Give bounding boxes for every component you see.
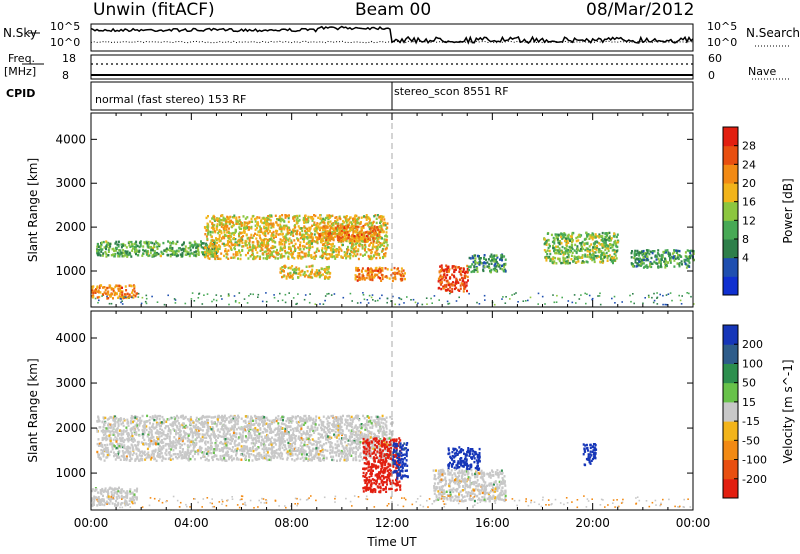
freq-tick-bottom: 8 — [62, 69, 69, 82]
velocity-echo-region-2 — [96, 414, 394, 462]
nsky-trace — [90, 25, 694, 45]
nave-tick-top: 60 — [708, 52, 722, 65]
velocity-colorbar-swatch-3 — [723, 421, 738, 441]
velocity-colorbar-swatch-5 — [723, 382, 738, 403]
power-colorbar-swatch-4 — [723, 201, 738, 221]
cpid-label: CPID — [6, 87, 36, 100]
velocity-colorbar-tick-1: 100 — [742, 357, 763, 370]
velocity-ground-scatter — [91, 495, 692, 509]
xtick-label-5: 20:00 — [575, 516, 610, 530]
velocity-colorbar-swatch-6 — [723, 363, 738, 384]
freq-label: Freq. — [8, 52, 36, 65]
power-colorbar-tick-4: 12 — [742, 214, 756, 227]
velocity-colorbar-swatch-2 — [723, 440, 738, 461]
freq-tick-top: 18 — [62, 52, 76, 65]
velocity-colorbar-tick-3: 15 — [742, 396, 756, 409]
freq-panel-frame — [90, 54, 694, 80]
velocity-echo-region-1 — [91, 486, 139, 507]
velocity-echo-region-4 — [392, 442, 409, 480]
xtick-label-0: 00:00 — [74, 516, 109, 530]
velocity-colorbar-label: Velocity [m s^-1] — [781, 359, 795, 463]
power-ylabel: Slant Range [km] — [26, 158, 40, 262]
nave-label: Nave — [748, 65, 777, 78]
xtick-label-3: 12:00 — [375, 516, 410, 530]
power-colorbar-swatch-8 — [723, 127, 738, 147]
velocity-colorbar-tick-2: 50 — [742, 377, 756, 390]
velocity-echo-region-7 — [432, 468, 507, 503]
velocity-echo-region-5 — [447, 446, 481, 471]
velocity-colorbar-swatch-1 — [723, 459, 738, 480]
xtick-label-4: 16:00 — [475, 516, 510, 530]
power-echo-region-4 — [316, 224, 381, 243]
velocity-ytick-label-1: 3000 — [55, 376, 86, 390]
velocity-colorbar-tick-6: -100 — [742, 454, 767, 467]
velocity-echo-region-6 — [582, 443, 598, 467]
power-colorbar-swatch-1 — [723, 257, 738, 277]
velocity-colorbar-swatch-0 — [723, 478, 738, 499]
power-colorbar-tick-1: 24 — [742, 158, 756, 171]
nave-tick-bottom: 0 — [708, 69, 715, 82]
nsearch-trace — [90, 40, 694, 44]
power-ytick-label-2: 2000 — [55, 220, 86, 234]
power-colorbar-tick-6: 4 — [742, 252, 749, 265]
power-echo-region-8 — [467, 253, 507, 274]
velocity-colorbar-swatch-7 — [723, 344, 738, 364]
noise-tick-right-top: 10^5 — [707, 20, 738, 33]
velocity-ytick-label-0: 4000 — [55, 331, 86, 345]
xtick-label-2: 08:00 — [274, 516, 309, 530]
velocity-colorbar-swatch-4 — [723, 401, 738, 422]
velocity-colorbar-swatch-8 — [723, 325, 738, 345]
power-echo-region-9 — [543, 231, 620, 265]
noise-tick-right-bottom: 10^0 — [707, 36, 738, 49]
xaxis-label: Time UT — [366, 535, 417, 549]
freq-unit-label: [MHz] — [4, 65, 37, 78]
velocity-ylabel: Slant Range [km] — [26, 358, 40, 462]
power-ytick-label-0: 4000 — [55, 132, 86, 146]
noise-tick-left-bottom: 10^0 — [50, 36, 81, 49]
velocity-colorbar-tick-0: 200 — [742, 338, 763, 351]
power-echo-region-10 — [630, 249, 695, 269]
station-title: Unwin (fitACF) — [93, 0, 215, 20]
noise-tick-left-top: 10^5 — [50, 20, 81, 33]
velocity-echo-region-3 — [362, 437, 402, 494]
power-echo-region-5 — [279, 264, 332, 280]
velocity-ytick-label-3: 1000 — [55, 466, 86, 480]
xtick-label-6: 00:00 — [676, 516, 711, 530]
power-colorbar-label: Power [dB] — [781, 178, 795, 243]
power-colorbar-swatch-5 — [723, 183, 738, 203]
xtick-label-1: 04:00 — [174, 516, 209, 530]
power-colorbar-swatch-0 — [723, 276, 738, 296]
cpid-mode-1: normal (fast stereo) 153 RF — [95, 93, 247, 106]
power-colorbar-swatch-7 — [723, 145, 738, 165]
power-colorbar-swatch-2 — [723, 239, 738, 259]
velocity-colorbar-tick-4: -15 — [742, 415, 760, 428]
nsky-label: N.Sky — [3, 26, 38, 40]
power-echo-region-6 — [354, 266, 406, 283]
power-ground-scatter — [94, 292, 695, 306]
power-colorbar-swatch-3 — [723, 220, 738, 240]
power-echo-region-7 — [437, 264, 469, 294]
power-colorbar-tick-0: 28 — [742, 140, 756, 153]
nsearch-label: N.Search — [746, 26, 800, 40]
power-ytick-label-3: 1000 — [55, 264, 86, 278]
power-colorbar-tick-3: 16 — [742, 196, 756, 209]
velocity-ytick-label-2: 2000 — [55, 421, 86, 435]
velocity-colorbar-frame — [722, 324, 739, 499]
noise-panel-frame — [90, 23, 694, 52]
cpid-mode-2: stereo_scon 8551 RF — [394, 85, 509, 98]
date-title: 08/Mar/2012 — [586, 0, 695, 20]
velocity-colorbar-tick-7: -200 — [742, 473, 767, 486]
power-colorbar-swatch-6 — [723, 164, 738, 184]
velocity-colorbar-tick-5: -50 — [742, 434, 760, 447]
power-colorbar-frame — [722, 126, 739, 296]
power-colorbar-tick-2: 20 — [742, 177, 756, 190]
power-colorbar-tick-5: 8 — [742, 233, 749, 246]
beam-title: Beam 00 — [355, 0, 432, 20]
power-ytick-label-1: 3000 — [55, 176, 86, 190]
